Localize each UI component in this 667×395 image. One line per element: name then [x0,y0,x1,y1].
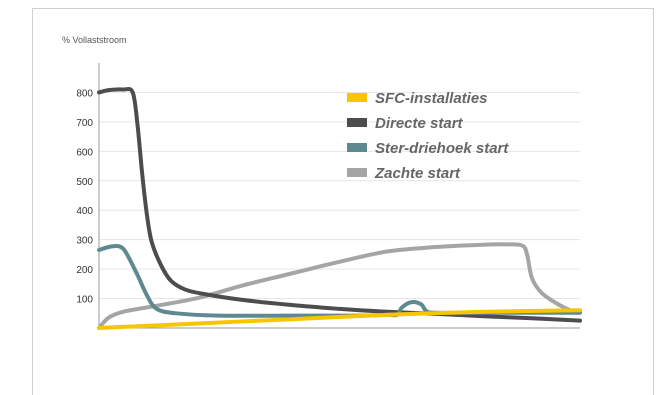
legend-swatch-directe-start [347,118,367,127]
legend-label-zachte-start: Zachte start [374,165,461,182]
legend-label-sfc-installaties: SFC-installaties [375,90,488,107]
legend: SFC-installaties Directe start Ster-drieho… [347,90,509,182]
series-line-directe-start [97,86,582,323]
series-line-sfc-installaties [97,308,582,330]
axes [98,63,580,329]
y-tick-label: 800 [76,88,93,99]
y-tick-label: 300 [76,236,93,247]
y-axis-ticks: 100 200 300 400 500 600 700 800 [76,88,93,305]
y-tick-label: 700 [76,118,93,129]
y-tick-label: 600 [76,147,93,158]
y-tick-label: 500 [76,177,93,188]
legend-swatch-zachte-start [347,168,367,177]
y-tick-label: 400 [76,206,93,217]
legend-label-ster-driehoek-start: Ster-driehoek start [375,140,509,157]
legend-label-directe-start: Directe start [375,115,464,132]
gridlines [99,91,580,300]
series-lines [97,86,582,330]
chart-frame [32,8,654,395]
legend-swatch-sfc-installaties [347,93,367,102]
y-tick-label: 200 [76,265,93,276]
series-line-zachte-start [97,242,582,330]
legend-swatch-ster-driehoek-start [347,143,367,152]
y-tick-label: 100 [76,295,93,306]
y-axis-label: % Vollaststroom [62,35,127,45]
